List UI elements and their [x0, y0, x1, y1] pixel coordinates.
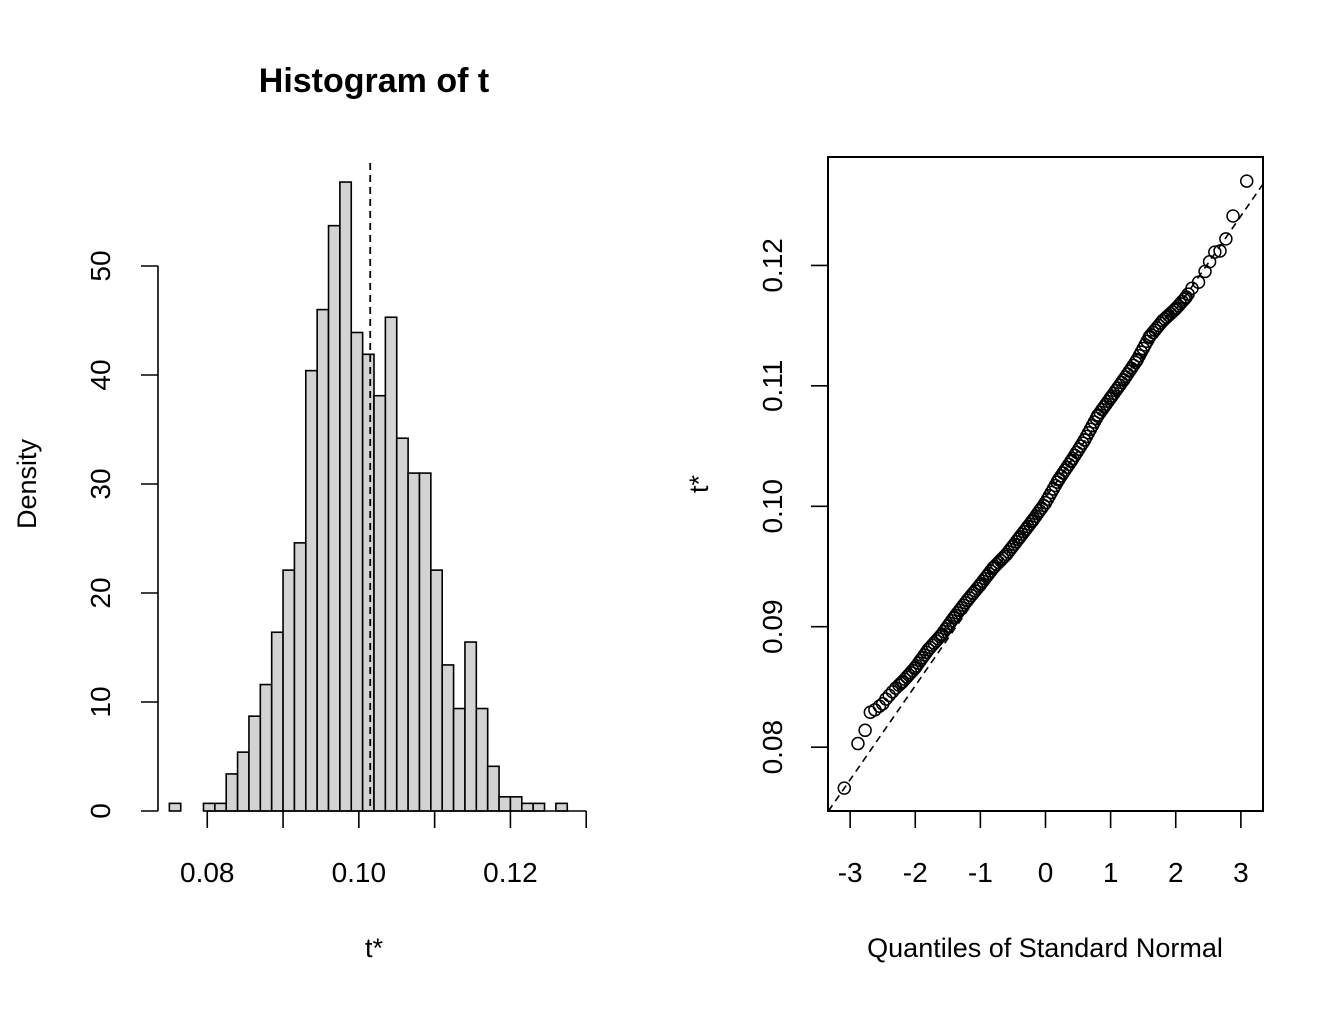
qq-point	[1128, 355, 1143, 370]
histogram-y-tick-label: 20	[85, 577, 116, 608]
qq-point	[858, 723, 872, 738]
histogram-y-axis: 0 10 20 30 40 50	[85, 250, 159, 819]
histogram-bar	[282, 569, 296, 812]
histogram-bar	[327, 224, 341, 812]
histogram-bar	[486, 765, 500, 812]
histogram-bar	[418, 472, 432, 812]
histogram-y-tick-label: 50	[85, 250, 116, 281]
qq-y-tick-label: 0.10	[757, 479, 788, 533]
histogram-bar	[373, 394, 387, 812]
histogram-x-tick-label: 0.08	[180, 857, 235, 888]
qq-point	[1179, 290, 1193, 304]
qq-point	[1219, 232, 1233, 246]
histogram-bar	[339, 181, 353, 812]
histogram-x-tick-label: 0.10	[332, 857, 387, 888]
histogram-bar	[532, 802, 546, 812]
qq-y-tick-label: 0.09	[757, 599, 788, 654]
histogram-bar	[316, 308, 330, 812]
histogram-bar	[464, 641, 478, 812]
qq-x-tick-label: 2	[1168, 857, 1184, 888]
qq-point	[882, 688, 896, 703]
histogram-bar	[430, 569, 444, 812]
histogram-bars	[168, 163, 569, 812]
qq-point	[1213, 244, 1227, 258]
qq-x-tick-label: 3	[1233, 857, 1249, 888]
qq-plot-panel: Quantiles of Standard Normal t* -3 -2 -1 0 1…	[684, 156, 1264, 963]
histogram-bar	[555, 802, 569, 812]
histogram-bar	[441, 664, 455, 812]
qq-point	[1075, 436, 1090, 450]
histogram-x-axis: 0.08 0.10 0.12	[180, 810, 588, 888]
histogram-y-tick-label: 40	[85, 359, 116, 390]
qq-point	[1208, 245, 1222, 259]
qq-point	[1181, 287, 1195, 301]
histogram-title: Histogram of t	[259, 62, 489, 100]
histogram-bar	[225, 773, 239, 812]
histogram-bar	[498, 796, 512, 812]
histogram-bar	[384, 316, 398, 812]
histogram-bar	[248, 715, 262, 812]
qq-x-tick-label: -2	[903, 857, 928, 888]
histogram-bar	[350, 331, 364, 812]
qq-point	[1239, 174, 1254, 188]
qq-x-axis-label: Quantiles of Standard Normal	[867, 933, 1223, 963]
qq-y-axis-label: t*	[684, 475, 714, 494]
histogram-bar	[270, 631, 284, 812]
qq-y-axis: 0.08 0.09 0.10 0.11 0.12	[757, 238, 829, 775]
histogram-bar	[259, 683, 273, 812]
histogram-bar	[214, 802, 228, 812]
qq-y-tick-label: 0.08	[757, 720, 788, 775]
histogram-x-axis-label: t*	[365, 933, 384, 963]
qq-x-tick-label: -1	[968, 857, 993, 888]
histogram-bar	[395, 437, 409, 812]
qq-x-axis: -3 -2 -1 0 1 2 3	[838, 810, 1249, 888]
histogram-y-tick-label: 0	[85, 803, 116, 819]
histogram-y-tick-label: 10	[85, 686, 116, 717]
histogram-bar	[452, 707, 466, 812]
qq-point	[837, 781, 852, 795]
histogram-bar	[361, 353, 375, 812]
qq-points	[837, 174, 1254, 795]
histogram-bar	[304, 369, 318, 812]
histogram-bar	[520, 802, 534, 812]
histogram-y-tick-label: 30	[85, 468, 116, 499]
histogram-bar	[293, 542, 307, 812]
qq-reference-line	[827, 183, 1264, 812]
qq-reference-line-segment	[827, 183, 1264, 812]
qq-y-tick-label: 0.12	[757, 238, 788, 293]
histogram-panel: Histogram of t t* Density 0.08 0.10 0.12 0…	[12, 62, 588, 963]
qq-point	[851, 736, 865, 751]
histogram-x-tick-label: 0.12	[483, 857, 538, 888]
histogram-bar	[202, 802, 216, 812]
histogram-bar	[236, 751, 250, 812]
qq-x-tick-label: 0	[1038, 857, 1054, 888]
qq-point	[1226, 209, 1240, 223]
qq-point	[1191, 275, 1206, 290]
histogram-bar	[168, 802, 182, 812]
qq-x-tick-label: -3	[838, 857, 863, 888]
histogram-bar	[475, 707, 489, 812]
qq-plot-frame	[827, 156, 1264, 812]
histogram-bar	[509, 796, 523, 812]
histogram-bar	[407, 472, 421, 812]
qq-x-tick-label: 1	[1103, 857, 1119, 888]
qq-y-tick-label: 0.11	[757, 360, 788, 412]
histogram-y-axis-label: Density	[12, 438, 42, 529]
